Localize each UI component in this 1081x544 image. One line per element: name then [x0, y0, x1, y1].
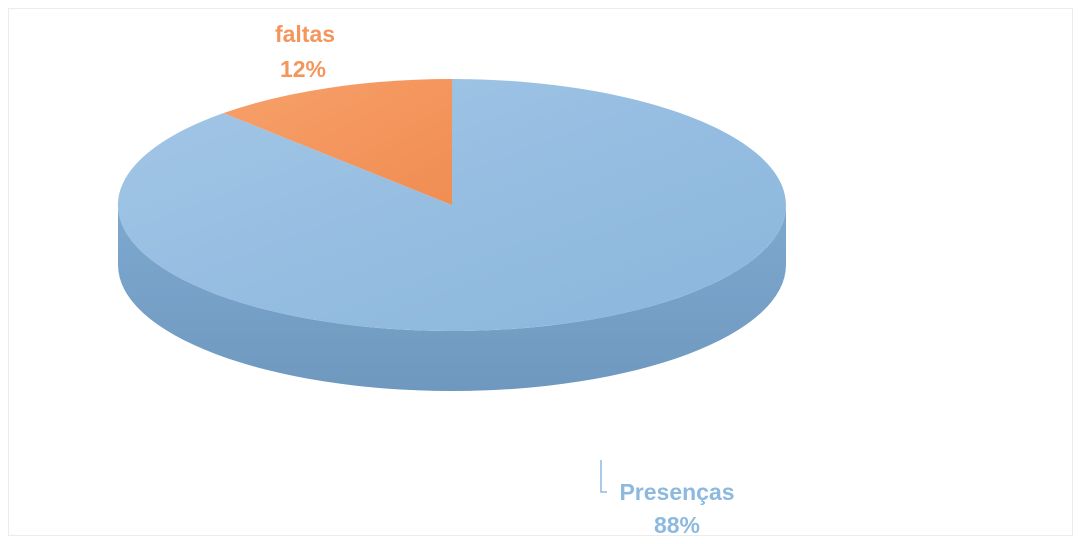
pie-slice-presencas	[117, 79, 786, 331]
faltas-value-label: 12%	[280, 56, 326, 82]
presencas-category-label: Presenças	[619, 479, 734, 505]
faltas-category-label: faltas	[275, 21, 335, 47]
presencas-value-label: 88%	[654, 512, 700, 538]
pie-slice-faltas	[223, 78, 452, 205]
presencas-leader-line	[600, 460, 607, 493]
pie-side-wall	[118, 205, 786, 391]
